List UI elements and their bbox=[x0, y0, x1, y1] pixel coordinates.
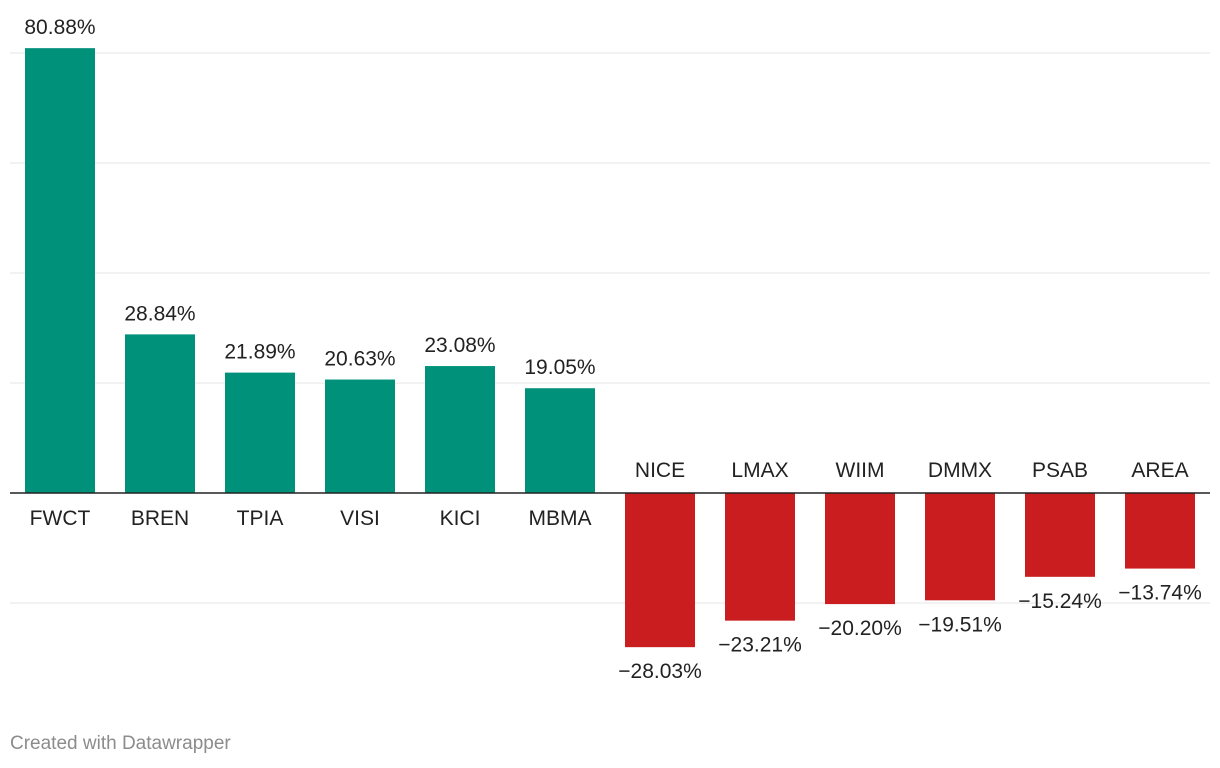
bar bbox=[825, 493, 895, 605]
category-label: MBMA bbox=[529, 507, 592, 530]
value-label: −20.20% bbox=[818, 617, 902, 640]
value-label: 20.63% bbox=[324, 348, 395, 371]
category-label: FWCT bbox=[30, 507, 91, 530]
value-label: −13.74% bbox=[1118, 582, 1202, 605]
bar bbox=[425, 366, 495, 493]
value-label: −23.21% bbox=[718, 634, 802, 657]
value-label: 21.89% bbox=[224, 341, 295, 364]
labels: 80.88% FWCT 28.84% BREN 21.89% TPIA 20.63% VISI… bbox=[24, 16, 1201, 683]
category-label: LMAX bbox=[731, 459, 788, 482]
bar bbox=[525, 388, 595, 493]
bar bbox=[25, 48, 95, 493]
bar bbox=[625, 493, 695, 648]
bar bbox=[225, 372, 295, 493]
bar bbox=[725, 493, 795, 621]
value-label: 19.05% bbox=[524, 356, 595, 379]
category-label: DMMX bbox=[928, 459, 992, 482]
value-label: −28.03% bbox=[618, 660, 702, 683]
bar-chart: 80.88% FWCT 28.84% BREN 21.89% TPIA 20.63% VISI… bbox=[10, 16, 1210, 683]
value-label: 80.88% bbox=[24, 16, 95, 39]
value-label: −19.51% bbox=[918, 613, 1002, 636]
category-label: VISI bbox=[340, 507, 380, 530]
category-label: NICE bbox=[635, 459, 685, 482]
bars bbox=[25, 48, 1195, 648]
category-label: PSAB bbox=[1032, 459, 1088, 482]
category-label: KICI bbox=[440, 507, 481, 530]
category-label: WIIM bbox=[836, 459, 885, 482]
category-label: TPIA bbox=[237, 507, 284, 530]
gridlines bbox=[10, 52, 1210, 604]
bar bbox=[1125, 493, 1195, 569]
value-label: −15.24% bbox=[1018, 590, 1102, 613]
category-label: AREA bbox=[1131, 459, 1188, 482]
bar bbox=[325, 379, 395, 493]
value-label: 23.08% bbox=[424, 334, 495, 357]
bar bbox=[1025, 493, 1095, 577]
credit-text: Created with Datawrapper bbox=[10, 733, 231, 754]
category-label: BREN bbox=[131, 507, 189, 530]
bar bbox=[125, 334, 195, 493]
bar bbox=[925, 493, 995, 601]
value-label: 28.84% bbox=[124, 302, 195, 325]
